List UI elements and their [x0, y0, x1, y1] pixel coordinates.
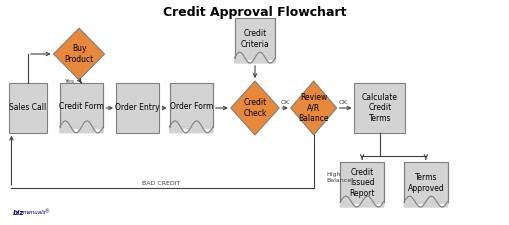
- FancyBboxPatch shape: [116, 83, 159, 133]
- Polygon shape: [234, 58, 275, 59]
- Text: Credit
Issued
Report: Credit Issued Report: [349, 168, 374, 198]
- Text: Sales Call: Sales Call: [9, 104, 47, 112]
- Text: OK: OK: [337, 100, 347, 105]
- Text: Order Form: Order Form: [169, 102, 213, 111]
- Text: OK: OK: [280, 100, 289, 105]
- Text: High
Balance: High Balance: [326, 172, 351, 183]
- Polygon shape: [169, 121, 213, 133]
- Polygon shape: [404, 202, 447, 203]
- Polygon shape: [169, 127, 213, 128]
- Text: Order Entry: Order Entry: [115, 104, 160, 112]
- Text: Buy
Product: Buy Product: [64, 44, 94, 64]
- FancyBboxPatch shape: [354, 83, 405, 133]
- FancyBboxPatch shape: [169, 83, 213, 127]
- Polygon shape: [340, 196, 383, 207]
- Text: Credit
Check: Credit Check: [243, 98, 266, 118]
- Text: Review
A/R
Balance: Review A/R Balance: [298, 93, 328, 123]
- Text: manuals: manuals: [22, 210, 46, 215]
- Text: Credit Approval Flowchart: Credit Approval Flowchart: [163, 6, 346, 19]
- FancyBboxPatch shape: [234, 18, 275, 58]
- Polygon shape: [60, 127, 103, 128]
- FancyBboxPatch shape: [340, 162, 383, 202]
- Text: Yes: Yes: [65, 79, 75, 84]
- Polygon shape: [53, 28, 104, 80]
- Polygon shape: [234, 52, 275, 63]
- Polygon shape: [231, 81, 279, 135]
- Text: Credit
Criteria: Credit Criteria: [240, 29, 269, 49]
- Text: biz: biz: [13, 210, 24, 216]
- Text: BAD CREDIT: BAD CREDIT: [142, 181, 180, 186]
- Polygon shape: [60, 121, 103, 133]
- FancyBboxPatch shape: [60, 83, 103, 127]
- Text: ®: ®: [44, 209, 49, 214]
- Polygon shape: [290, 81, 336, 135]
- FancyBboxPatch shape: [404, 162, 447, 202]
- Text: Calculate
Credit
Terms: Calculate Credit Terms: [361, 93, 397, 123]
- Polygon shape: [404, 196, 447, 207]
- Text: Terms
Approved: Terms Approved: [407, 173, 443, 193]
- Text: Credit Form: Credit Form: [59, 102, 104, 111]
- Polygon shape: [340, 202, 383, 203]
- FancyBboxPatch shape: [9, 83, 47, 133]
